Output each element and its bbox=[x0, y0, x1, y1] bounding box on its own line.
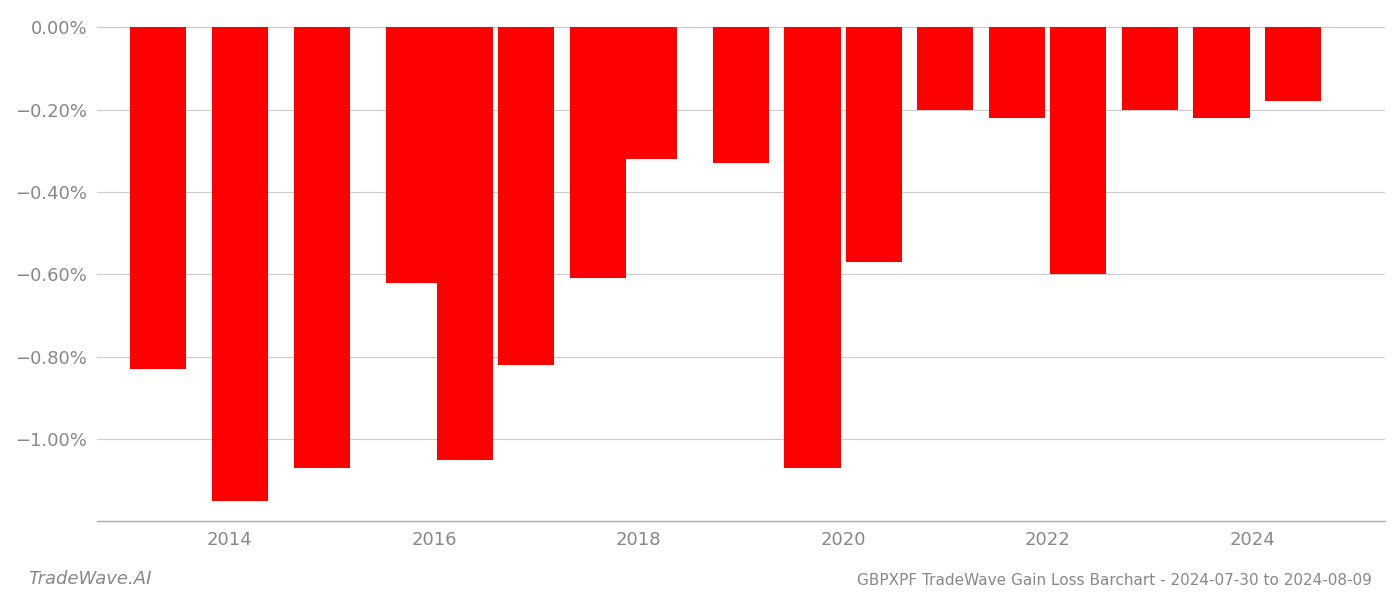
Bar bbox=[498, 28, 554, 365]
Text: TradeWave.AI: TradeWave.AI bbox=[28, 570, 151, 588]
Bar bbox=[1050, 28, 1106, 274]
Bar bbox=[784, 28, 840, 468]
Bar bbox=[988, 28, 1044, 118]
Bar bbox=[385, 28, 442, 283]
Bar bbox=[846, 28, 902, 262]
Bar bbox=[1193, 28, 1250, 118]
Bar bbox=[1264, 28, 1322, 101]
Bar bbox=[620, 28, 678, 159]
Bar bbox=[294, 28, 350, 468]
Bar bbox=[211, 28, 267, 500]
Bar bbox=[437, 28, 493, 460]
Bar bbox=[130, 28, 186, 369]
Bar bbox=[570, 28, 626, 278]
Text: GBPXPF TradeWave Gain Loss Barchart - 2024-07-30 to 2024-08-09: GBPXPF TradeWave Gain Loss Barchart - 20… bbox=[857, 573, 1372, 588]
Bar bbox=[917, 28, 973, 110]
Bar bbox=[713, 28, 769, 163]
Bar bbox=[1121, 28, 1177, 110]
